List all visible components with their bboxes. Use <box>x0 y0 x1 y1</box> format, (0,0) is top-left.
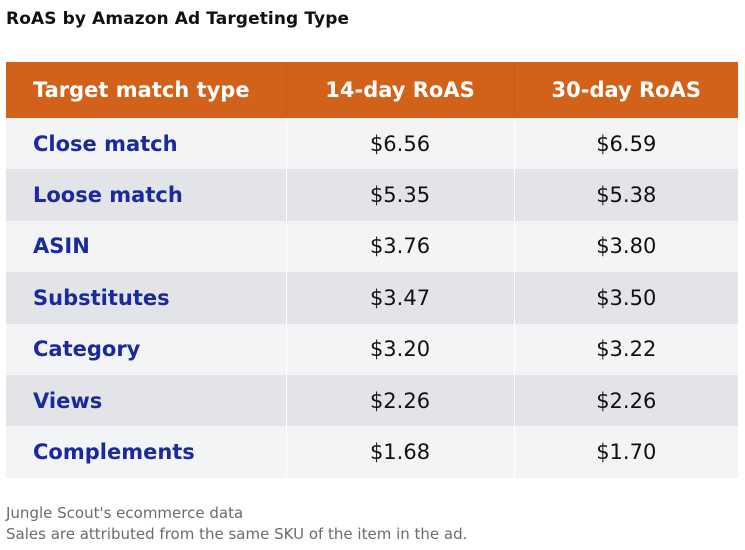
target-match-type-cell: Category <box>6 323 287 375</box>
roas-30-day-cell: $6.59 <box>596 131 657 156</box>
roas-14-day-cell: $2.26 <box>286 374 515 427</box>
source-note: Jungle Scout's ecommerce data Sales are … <box>6 503 467 545</box>
roas-14-day-cell: $6.56 <box>286 118 515 170</box>
table-row: Views $2.26 $2.26 <box>6 374 738 427</box>
target-match-type-cell: Loose match <box>6 169 287 221</box>
table-row: Close match $6.56 $6.59 <box>6 118 738 170</box>
roas-14-day-cell: $3.47 <box>286 272 515 324</box>
table-row: Complements $1.68 $1.70 <box>6 426 738 478</box>
source-line-attribution: Sales are attributed from the same SKU o… <box>6 525 468 543</box>
table-row: Category $3.20 $3.22 <box>6 323 738 375</box>
table-header-row: Target match type 14-day RoAS 30-day RoA… <box>6 62 738 118</box>
column-header-14-day-roas: 14-day RoAS <box>286 62 515 118</box>
roas-14-day-cell: $5.35 <box>286 169 515 221</box>
roas-14-day-cell: $3.20 <box>286 323 515 375</box>
roas-14-day-cell: $1.68 <box>286 426 515 478</box>
roas-30-day-cell: $5.38 <box>596 183 657 208</box>
table-row: Substitutes $3.47 $3.50 <box>6 272 738 324</box>
target-match-type-cell: Close match <box>6 118 287 170</box>
column-header-target-match-type: Target match type <box>6 62 287 118</box>
source-line-data: Jungle Scout's ecommerce data <box>6 504 244 522</box>
roas-30-day-cell: $1.70 <box>596 440 657 465</box>
roas-30-day-cell: $3.22 <box>596 337 657 362</box>
roas-14-day-cell: $3.76 <box>286 220 515 273</box>
roas-30-day-cell: $3.80 <box>596 234 657 259</box>
target-match-type-cell: ASIN <box>6 220 287 273</box>
column-header-30-day-roas: 30-day RoAS <box>551 78 701 102</box>
table-row: Loose match $5.35 $5.38 <box>6 169 738 221</box>
target-match-type-cell: Views <box>6 374 287 427</box>
chart-title: RoAS by Amazon Ad Targeting Type <box>6 9 350 29</box>
target-match-type-cell: Complements <box>6 426 287 478</box>
roas-30-day-cell: $3.50 <box>596 285 657 310</box>
roas-30-day-cell: $2.26 <box>596 388 657 413</box>
table-row: ASIN $3.76 $3.80 <box>6 220 738 273</box>
target-match-type-cell: Substitutes <box>6 272 287 324</box>
roas-table: Target match type 14-day RoAS 30-day RoA… <box>6 62 738 478</box>
